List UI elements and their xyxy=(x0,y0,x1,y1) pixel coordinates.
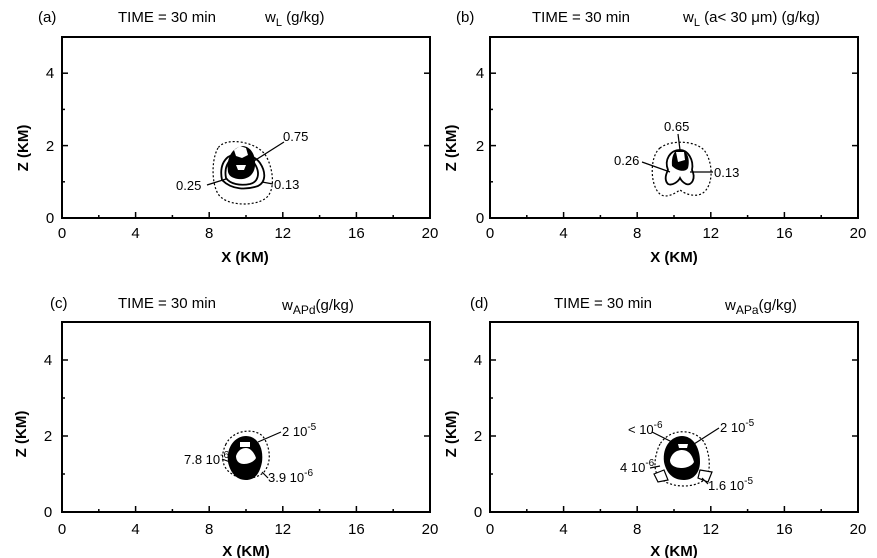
x-tick-label: 0 xyxy=(486,225,494,242)
x-tick-label: 12 xyxy=(702,521,719,538)
panel-tag: (b) xyxy=(456,9,474,26)
leader-line xyxy=(261,181,274,185)
panel-b: (b) TIME = 30 min wL (a< 30 μm) (g/kg) 0… xyxy=(443,9,867,266)
contour-label: 0.13 xyxy=(274,177,299,192)
x-tick-label: 20 xyxy=(850,225,867,242)
panel-variable-label: wAPa(g/kg) xyxy=(724,297,797,317)
y-tick-label: 0 xyxy=(474,504,482,521)
x-axis-label: X (KM) xyxy=(650,543,698,558)
leader-line xyxy=(206,178,227,186)
panel-time-label: TIME = 30 min xyxy=(532,9,630,26)
leader-line xyxy=(253,141,285,162)
panel-c: (c) TIME = 30 min wAPd(g/kg) 0 4 8 12 16… xyxy=(13,295,439,558)
leader-line xyxy=(641,161,671,173)
panel-time-label: TIME = 30 min xyxy=(118,295,216,312)
contour-plot xyxy=(222,430,270,480)
x-ticks xyxy=(61,506,431,512)
panel-tag: (c) xyxy=(50,295,68,312)
leader-line xyxy=(651,431,677,445)
x-tick-label: 0 xyxy=(58,521,66,538)
plot-frame xyxy=(61,36,431,219)
x-tick-label: 4 xyxy=(559,521,567,538)
plot-frame xyxy=(61,321,431,513)
leader-line xyxy=(693,427,720,445)
y-ticks xyxy=(490,359,858,475)
x-tick-label: 20 xyxy=(422,521,439,538)
contour-plot xyxy=(653,431,713,487)
x-tick-label: 0 xyxy=(486,521,494,538)
x-ticks xyxy=(489,212,859,218)
y-tick-label: 0 xyxy=(46,210,54,227)
panel-variable-label: wL (g/kg) xyxy=(264,9,324,29)
contour-label: 3.9 10-6 xyxy=(268,468,313,485)
y-tick-label: 4 xyxy=(476,65,484,82)
x-tick-label: 12 xyxy=(274,225,291,242)
y-ticks xyxy=(62,359,430,475)
leader-line xyxy=(649,465,661,469)
y-tick-label: 2 xyxy=(476,138,484,155)
x-tick-label: 4 xyxy=(131,225,139,242)
leader-line xyxy=(261,471,269,479)
y-tick-label: 0 xyxy=(44,504,52,521)
x-tick-label: 12 xyxy=(274,521,291,538)
x-ticks xyxy=(61,212,431,218)
x-tick-label: 12 xyxy=(702,225,719,242)
x-tick-label: 8 xyxy=(633,521,641,538)
y-axis-label: Z (KM) xyxy=(15,125,32,172)
leader-line xyxy=(221,458,231,463)
panel-variable-label: wL (a< 30 μm) (g/kg) xyxy=(682,9,820,29)
x-tick-label: 20 xyxy=(850,521,867,538)
y-tick-label: 4 xyxy=(46,65,54,82)
panel-tag: (d) xyxy=(470,295,488,312)
x-axis-label: X (KM) xyxy=(222,543,270,558)
panel-time-label: TIME = 30 min xyxy=(554,295,652,312)
x-tick-label: 16 xyxy=(776,225,793,242)
panel-tag: (a) xyxy=(38,9,56,26)
y-tick-label: 2 xyxy=(46,138,54,155)
x-axis-label: X (KM) xyxy=(221,249,269,266)
contour-label: 4 10-6 xyxy=(620,458,655,475)
y-tick-label: 0 xyxy=(476,210,484,227)
y-ticks xyxy=(62,36,430,219)
y-tick-label: 2 xyxy=(44,428,52,445)
leader-line xyxy=(257,431,282,443)
x-tick-label: 4 xyxy=(131,521,139,538)
contour-plot xyxy=(212,140,273,205)
y-axis-label: Z (KM) xyxy=(13,411,30,458)
x-tick-label: 8 xyxy=(205,521,213,538)
x-tick-label: 8 xyxy=(205,225,213,242)
contour-label: < 10-6 xyxy=(628,420,663,437)
contour-label: 0.26 xyxy=(614,153,639,168)
x-tick-label: 0 xyxy=(58,225,66,242)
x-ticks xyxy=(489,506,859,512)
contour-label: 0.13 xyxy=(714,165,739,180)
plot-frame xyxy=(489,321,859,513)
x-tick-label: 16 xyxy=(348,521,365,538)
x-tick-label: 16 xyxy=(348,225,365,242)
y-tick-label: 2 xyxy=(474,428,482,445)
y-tick-label: 4 xyxy=(474,352,482,369)
x-axis-label: X (KM) xyxy=(650,249,698,266)
contour-label: 7.8 10-6 xyxy=(184,450,229,467)
contour-label: 0.25 xyxy=(176,178,201,193)
leader-line xyxy=(677,133,681,151)
leader-line xyxy=(701,477,709,485)
panel-a: (a) TIME = 30 min wL (g/kg) 0 4 8 12 16 … xyxy=(15,9,439,266)
contour-label: 2 10-5 xyxy=(720,418,755,435)
contour-label: 2 10-5 xyxy=(282,422,317,439)
y-axis-label: Z (KM) xyxy=(443,125,460,172)
panel-time-label: TIME = 30 min xyxy=(118,9,216,26)
y-ticks xyxy=(490,72,858,183)
x-tick-label: 8 xyxy=(633,225,641,242)
contour-label: 0.65 xyxy=(664,119,689,134)
panel-d: (d) TIME = 30 min wAPa(g/kg) 0 4 8 12 16… xyxy=(443,295,867,558)
contour-label: 0.75 xyxy=(283,129,308,144)
x-tick-label: 20 xyxy=(422,225,439,242)
x-tick-label: 4 xyxy=(559,225,567,242)
y-tick-label: 4 xyxy=(44,352,52,369)
y-axis-label: Z (KM) xyxy=(443,411,460,458)
contour-label: 1.6 10-5 xyxy=(708,476,753,493)
x-tick-label: 16 xyxy=(776,521,793,538)
panel-variable-label: wAPd(g/kg) xyxy=(281,297,354,317)
